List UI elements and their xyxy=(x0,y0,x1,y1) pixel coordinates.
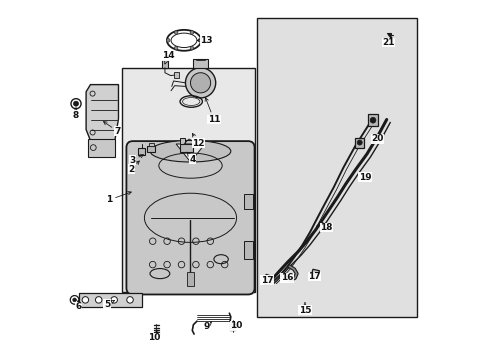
Ellipse shape xyxy=(150,140,230,162)
Text: 9: 9 xyxy=(203,322,211,331)
Text: 4: 4 xyxy=(186,152,195,163)
Bar xyxy=(244,241,253,259)
Bar xyxy=(122,68,255,292)
Bar xyxy=(147,146,155,152)
Polygon shape xyxy=(310,269,319,278)
Bar xyxy=(257,18,416,317)
Text: 18: 18 xyxy=(320,223,332,232)
Bar xyxy=(148,143,153,146)
Text: 10: 10 xyxy=(147,331,160,342)
Circle shape xyxy=(73,101,79,106)
Circle shape xyxy=(369,117,375,123)
Circle shape xyxy=(82,297,88,303)
Circle shape xyxy=(111,297,117,303)
Bar xyxy=(186,272,194,286)
Text: 13: 13 xyxy=(197,36,212,45)
Text: 17: 17 xyxy=(308,272,320,281)
Circle shape xyxy=(190,31,193,34)
Circle shape xyxy=(174,46,178,50)
Text: 1: 1 xyxy=(106,192,131,204)
Circle shape xyxy=(71,99,81,109)
Polygon shape xyxy=(86,85,118,140)
Circle shape xyxy=(166,39,170,42)
Text: 12: 12 xyxy=(192,134,204,148)
Bar xyxy=(192,59,208,68)
Text: 8: 8 xyxy=(72,107,78,120)
Polygon shape xyxy=(176,144,204,162)
Circle shape xyxy=(126,297,133,303)
Ellipse shape xyxy=(166,30,201,51)
Bar xyxy=(162,60,168,68)
Text: 2: 2 xyxy=(128,161,139,174)
FancyBboxPatch shape xyxy=(126,141,254,294)
Circle shape xyxy=(356,140,362,145)
Text: 21: 21 xyxy=(382,37,394,47)
Text: 17: 17 xyxy=(260,276,273,284)
Text: 19: 19 xyxy=(358,173,371,181)
Text: 15: 15 xyxy=(298,302,310,315)
Text: 20: 20 xyxy=(371,134,383,143)
Text: 7: 7 xyxy=(103,122,121,136)
Text: 14: 14 xyxy=(162,51,174,64)
Text: 5: 5 xyxy=(103,300,114,309)
Circle shape xyxy=(70,296,79,304)
Circle shape xyxy=(185,68,215,98)
Polygon shape xyxy=(264,274,272,284)
Bar xyxy=(355,138,364,148)
Text: 11: 11 xyxy=(204,98,220,124)
Circle shape xyxy=(95,297,102,303)
Circle shape xyxy=(198,39,201,42)
Bar xyxy=(138,148,145,155)
Bar xyxy=(244,194,253,209)
Circle shape xyxy=(73,298,76,302)
Circle shape xyxy=(190,46,193,50)
Bar xyxy=(88,139,115,157)
Text: 16: 16 xyxy=(280,274,293,282)
Text: 3: 3 xyxy=(129,155,143,165)
Bar xyxy=(79,293,142,307)
Bar xyxy=(174,72,179,78)
Bar xyxy=(179,138,185,144)
Circle shape xyxy=(174,31,178,34)
Text: 10: 10 xyxy=(230,321,242,330)
Text: 6: 6 xyxy=(75,300,81,311)
Circle shape xyxy=(190,73,210,93)
Bar xyxy=(367,114,377,126)
Bar xyxy=(179,144,193,152)
